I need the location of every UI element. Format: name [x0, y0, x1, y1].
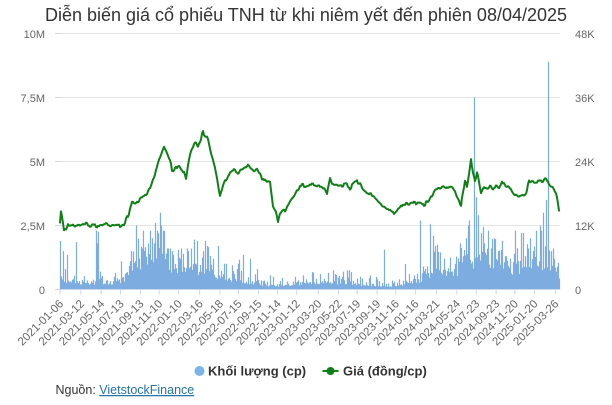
svg-text:36K: 36K: [575, 93, 595, 105]
svg-text:48K: 48K: [575, 29, 595, 41]
svg-text:Giá (đồng/cp): Giá (đồng/cp): [343, 364, 427, 379]
svg-text:Nguồn: VietstockFinance: Nguồn: VietstockFinance: [56, 383, 195, 397]
svg-text:5M: 5M: [30, 157, 45, 169]
svg-text:0: 0: [39, 285, 45, 297]
svg-text:24K: 24K: [575, 157, 595, 169]
svg-text:Khối lượng (cp): Khối lượng (cp): [208, 364, 306, 379]
svg-text:12K: 12K: [575, 221, 595, 233]
svg-text:2,5M: 2,5M: [21, 221, 45, 233]
svg-text:Diễn biến giá cổ phiếu TNH từ: Diễn biến giá cổ phiếu TNH từ khi niêm y…: [45, 4, 567, 25]
svg-text:10M: 10M: [24, 29, 45, 41]
svg-text:7,5M: 7,5M: [21, 93, 45, 105]
svg-text:0: 0: [575, 285, 581, 297]
